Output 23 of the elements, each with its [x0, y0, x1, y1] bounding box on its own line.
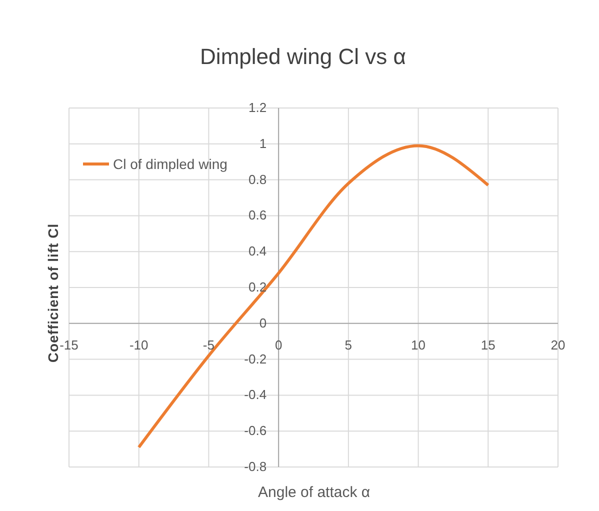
y-tick-label: 1	[259, 136, 267, 151]
x-tick-label: 15	[480, 337, 496, 352]
y-tick-label: -0.6	[244, 423, 267, 438]
legend-label: Cl of dimpled wing	[113, 156, 228, 172]
x-tick-label: 20	[550, 337, 566, 352]
y-tick-label: 1.2	[248, 100, 267, 115]
chart-title: Dimpled wing Cl vs α	[199, 44, 407, 70]
y-tick-label: 0.8	[248, 172, 267, 187]
y-axis-title: Coefficient of lift Cl	[45, 223, 61, 363]
x-tick-label: 10	[411, 337, 426, 352]
y-tick-label: -0.8	[244, 459, 267, 474]
y-tick-label: 0.6	[248, 208, 267, 223]
x-tick-label: 0	[274, 337, 282, 352]
y-tick-label: 0.2	[248, 280, 267, 294]
x-tick-label: -15	[60, 337, 78, 352]
y-tick-label: -0.2	[244, 351, 267, 366]
y-tick-label: 0.4	[248, 244, 267, 259]
x-axis-title: Angle of attack α	[258, 484, 370, 501]
x-tick-label: 5	[344, 337, 352, 352]
x-tick-label: -5	[202, 337, 214, 352]
y-tick-label: -0.4	[244, 387, 267, 402]
x-tick-label: -10	[129, 337, 148, 352]
y-tick-label: 0	[259, 315, 267, 330]
